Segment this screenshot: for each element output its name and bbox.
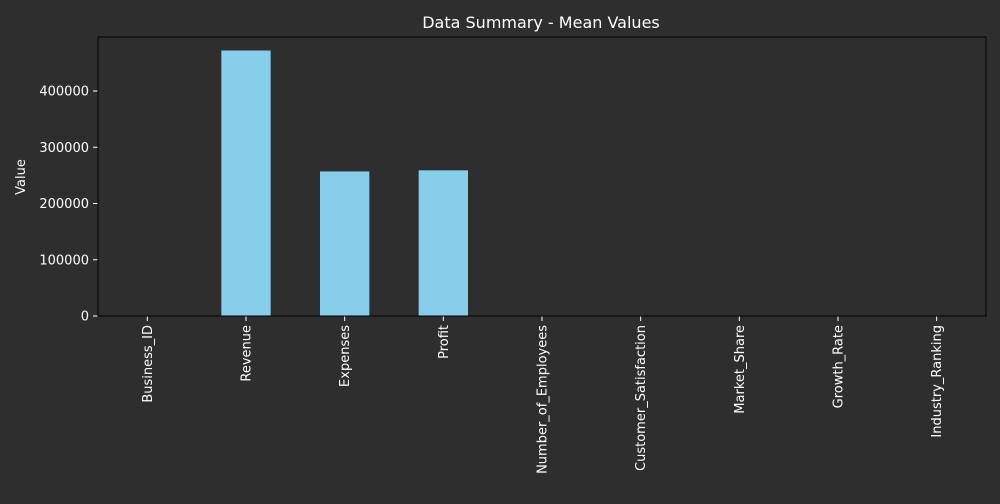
bar-revenue (221, 51, 270, 317)
x-tick-label: Revenue (240, 325, 255, 382)
y-tick-label: 200000 (39, 197, 89, 212)
x-ticks-group: Business_ID Revenue Expenses Profit Number_o… (141, 316, 945, 474)
x-tick-label: Growth_Rate (832, 325, 847, 408)
x-tick-label: Industry_Ranking (930, 325, 945, 438)
y-tick-label: 0 (81, 310, 89, 325)
y-ticks-group: 0 100000 200000 300000 400000 (39, 85, 98, 325)
y-tick-label: 400000 (39, 85, 89, 100)
x-tick-label: Profit (437, 325, 452, 359)
x-tick-label: Customer_Satisfaction (634, 325, 649, 471)
y-axis-label: Value (14, 159, 29, 195)
x-tick-label: Number_of_Employees (536, 325, 551, 474)
x-tick-label: Market_Share (733, 325, 748, 414)
x-tick-label: Expenses (338, 325, 353, 387)
bars-group (123, 51, 962, 317)
x-tick-label: Business_ID (141, 325, 156, 403)
chart-title: Data Summary - Mean Values (422, 13, 660, 32)
bar-profit (419, 170, 468, 316)
y-tick-label: 100000 (39, 253, 89, 268)
bar-expenses (320, 171, 369, 316)
y-tick-label: 300000 (39, 141, 89, 156)
